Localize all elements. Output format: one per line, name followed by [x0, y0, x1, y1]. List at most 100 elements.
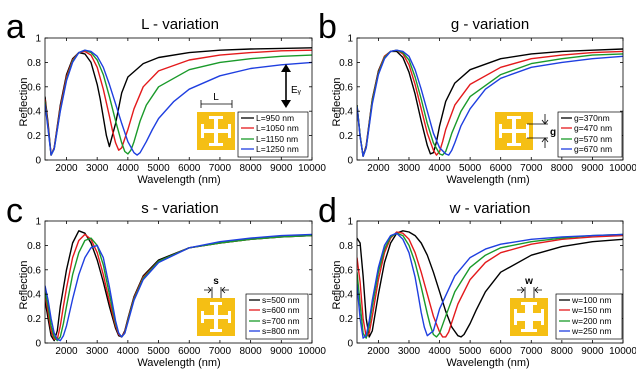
series-lines-b	[357, 48, 623, 157]
polarization-arrowhead-down	[281, 100, 291, 108]
x-tick-label-a-1: 3000	[86, 163, 109, 174]
legend-label-b-2: g=470 nm	[574, 123, 612, 133]
legend-label-b-1: g=370nm	[574, 113, 610, 123]
dimension-arrow-g-bottom	[541, 137, 549, 148]
cross-shape-b	[499, 116, 529, 146]
panel-title-d: w - variation	[449, 200, 531, 217]
legend-label-a-4: L=1250 nm	[256, 144, 299, 154]
plot-a: 2000 3000 4000 5000 6000 7000 8000 9000 10000 0 0.…	[27, 34, 326, 175]
x-tick-label-b-1: 3000	[398, 163, 421, 174]
x-tick-label-d-2: 4000	[428, 346, 451, 357]
legend-label-d-1: w=100 nm	[571, 295, 611, 305]
x-tick-label-c-0: 2000	[55, 346, 78, 357]
y-tick-label-c-0: 0	[35, 339, 41, 350]
series-line-d-4	[357, 232, 623, 339]
y-tick-label-b-2: 0.4	[339, 107, 353, 118]
xlabel-d: Wavelength (nm)	[446, 357, 529, 369]
annotation-ey: Eᵧ	[291, 85, 302, 96]
cross-shape-c	[201, 302, 231, 332]
legend-a: L=950 nm L=1050 nm L=1150 nm L=1250 nm	[237, 111, 309, 158]
legend-c: s=500 nm s=600 nm s=700 nm s=800 nm	[245, 293, 309, 340]
axes-frame-b	[356, 37, 624, 161]
axes-frame-c	[44, 220, 313, 344]
panel-letter-d: d	[318, 192, 337, 230]
legend-label-c-2: s=600 nm	[262, 305, 300, 315]
dimension-arrow-s-right	[221, 286, 229, 294]
legend-label-d-2: w=150 nm	[571, 305, 611, 315]
y-tick-label-b-3: 0.6	[339, 82, 353, 93]
series-lines-a	[45, 47, 312, 156]
x-tick-label-a-3: 5000	[147, 163, 170, 174]
y-tick-label-a-3: 0.6	[27, 82, 41, 93]
legend-label-c-3: s=700 nm	[262, 316, 300, 326]
ylabel-a: Reflection	[18, 78, 30, 127]
y-tick-label-a-4: 0.8	[27, 58, 41, 69]
x-tick-label-b-6: 8000	[551, 163, 574, 174]
panel-b: b g - variation Reflection Wavelength (n…	[318, 8, 636, 186]
x-tick-label-d-5: 7000	[520, 346, 543, 357]
y-tick-label-b-5: 1	[347, 34, 353, 45]
y-tick-label-d-0: 0	[347, 339, 353, 350]
x-tick-label-a-5: 7000	[209, 163, 232, 174]
legend-label-d-3: w=200 nm	[571, 316, 611, 326]
y-tick-label-c-4: 0.8	[27, 241, 41, 252]
panel-letter-b: b	[318, 8, 337, 46]
ylabel-c: Reflection	[18, 261, 30, 310]
x-tick-label-a-8: 10000	[298, 163, 326, 174]
x-tick-label-b-0: 2000	[367, 163, 390, 174]
panel-letter-a: a	[6, 8, 25, 46]
x-tick-label-b-3: 5000	[459, 163, 482, 174]
y-tick-label-b-4: 0.8	[339, 58, 353, 69]
unit-cell-diagram-a: L	[197, 92, 235, 150]
legend-b: g=370nm g=470 nm g=570 nm g=670 nm	[557, 111, 623, 158]
y-tick-label-a-2: 0.4	[27, 107, 41, 118]
y-tick-label-d-1: 0.2	[339, 314, 353, 325]
panel-letter-c: c	[6, 192, 23, 230]
series-line-d-2	[357, 231, 623, 338]
x-tick-label-b-2: 4000	[428, 163, 451, 174]
y-tick-label-a-5: 1	[35, 34, 41, 45]
y-tick-label-c-1: 0.2	[27, 314, 41, 325]
y-tick-label-d-4: 0.8	[339, 241, 353, 252]
series-line-c-4	[45, 233, 312, 342]
legend-label-b-3: g=570 nm	[574, 134, 612, 144]
polarization-arrow: Eᵧ	[281, 64, 302, 108]
x-tick-label-b-7: 9000	[581, 163, 604, 174]
legend-label-c-1: s=500 nm	[262, 295, 300, 305]
ylabel-b: Reflection	[331, 78, 343, 127]
unit-cell-diagram-d: w	[510, 276, 548, 336]
x-tick-label-c-6: 8000	[239, 346, 262, 357]
x-tick-label-a-7: 9000	[270, 163, 293, 174]
annotation-w: w	[524, 276, 533, 287]
x-tick-label-d-1: 3000	[398, 346, 421, 357]
x-tick-label-c-7: 9000	[270, 346, 293, 357]
y-tick-label-b-1: 0.2	[339, 131, 353, 142]
dimension-arrow-g-top	[541, 114, 549, 125]
polarization-arrowhead-up	[281, 64, 291, 72]
ylabel-d: Reflection	[331, 261, 343, 310]
x-tick-label-d-3: 5000	[459, 346, 482, 357]
x-tick-label-b-5: 7000	[520, 163, 543, 174]
y-tick-label-a-1: 0.2	[27, 131, 41, 142]
x-tick-label-c-1: 3000	[86, 346, 109, 357]
xlabel-c: Wavelength (nm)	[137, 357, 220, 369]
y-tick-label-a-0: 0	[35, 156, 41, 167]
series-lines-c	[45, 230, 312, 342]
x-tick-label-c-5: 7000	[209, 346, 232, 357]
annotation-g: g	[550, 127, 556, 138]
y-tick-label-d-5: 1	[347, 217, 353, 228]
plot-b: 2000 3000 4000 5000 6000 7000 8000 9000 10000 0 0.…	[339, 34, 636, 175]
panel-c: c s - variation Reflection Wavelength (n…	[6, 192, 326, 369]
x-tick-label-c-4: 6000	[178, 346, 201, 357]
unit-cell-diagram-c: s	[197, 276, 235, 336]
panel-a: a L - variation Reflection Wavelength (n…	[6, 8, 326, 186]
legend-label-a-3: L=1150 nm	[256, 134, 298, 144]
x-tick-label-d-8: 10000	[609, 346, 636, 357]
annotation-l: L	[213, 92, 219, 103]
y-tick-label-c-2: 0.4	[27, 290, 41, 301]
x-tick-label-a-0: 2000	[55, 163, 78, 174]
legend-label-a-1: L=950 nm	[256, 113, 294, 123]
dimension-arrow-s-left	[204, 286, 212, 294]
series-line-d-1	[357, 230, 623, 338]
